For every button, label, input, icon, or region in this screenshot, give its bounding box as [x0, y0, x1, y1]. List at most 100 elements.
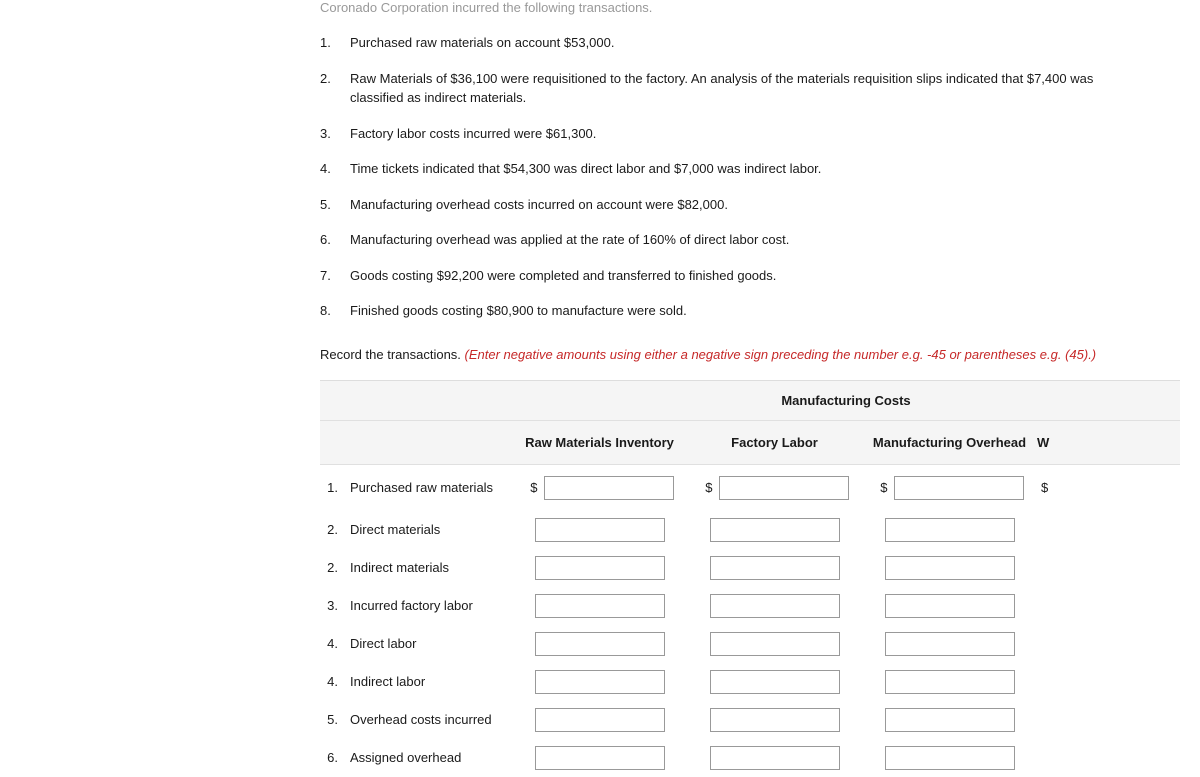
row-number: 1.	[320, 480, 342, 495]
amount-input-mfg-overhead[interactable]	[885, 708, 1015, 732]
group-header: Manufacturing Costs	[512, 381, 1180, 420]
row-label: Indirect labor	[342, 674, 512, 689]
transaction-number: 5.	[320, 195, 350, 215]
table-row: 2. Direct materials	[320, 511, 1180, 549]
instruction-hint: (Enter negative amounts using either a n…	[465, 347, 1097, 362]
amount-input-factory-labor[interactable]	[710, 708, 840, 732]
amount-input-raw-materials[interactable]	[535, 670, 665, 694]
row-number: 2.	[320, 522, 342, 537]
input-cell	[512, 746, 687, 770]
transactions-list: 1. Purchased raw materials on account $5…	[320, 33, 1180, 321]
row-label: Direct labor	[342, 636, 512, 651]
amount-input-raw-materials[interactable]	[535, 708, 665, 732]
transaction-item: 2. Raw Materials of $36,100 were requisi…	[320, 69, 1180, 108]
transaction-text: Goods costing $92,200 were completed and…	[350, 266, 1180, 286]
amount-input-raw-materials[interactable]	[535, 556, 665, 580]
input-cell	[512, 632, 687, 656]
amount-input-factory-labor[interactable]	[719, 476, 849, 500]
input-cell	[862, 518, 1037, 542]
transaction-text: Manufacturing overhead was applied at th…	[350, 230, 1180, 250]
col-header-mfg-overhead: Manufacturing Overhead	[862, 421, 1037, 464]
column-header-row: Raw Materials Inventory Factory Labor Ma…	[320, 421, 1180, 465]
input-cell	[687, 746, 862, 770]
amount-input-factory-labor[interactable]	[710, 556, 840, 580]
table-row: 1. Purchased raw materials $ $ $ $	[320, 465, 1180, 511]
worksheet-table: Manufacturing Costs Raw Materials Invent…	[320, 380, 1180, 777]
table-row: 4. Indirect labor	[320, 663, 1180, 701]
input-cell	[512, 594, 687, 618]
dollar-sign: $	[1037, 480, 1067, 495]
input-cell	[512, 670, 687, 694]
amount-input-raw-materials[interactable]	[544, 476, 674, 500]
transaction-text: Purchased raw materials on account $53,0…	[350, 33, 1180, 53]
transaction-item: 7. Goods costing $92,200 were completed …	[320, 266, 1180, 286]
intro-text: Coronado Corporation incurred the follow…	[320, 0, 1180, 15]
transaction-item: 8. Finished goods costing $80,900 to man…	[320, 301, 1180, 321]
dollar-sign: $	[876, 480, 890, 495]
input-cell: $	[687, 476, 862, 500]
amount-input-raw-materials[interactable]	[535, 632, 665, 656]
transaction-number: 4.	[320, 159, 350, 179]
transaction-item: 3. Factory labor costs incurred were $61…	[320, 124, 1180, 144]
amount-input-factory-labor[interactable]	[710, 594, 840, 618]
amount-input-mfg-overhead[interactable]	[885, 518, 1015, 542]
row-number: 3.	[320, 598, 342, 613]
col-header-extra: W	[1037, 421, 1067, 464]
amount-input-factory-labor[interactable]	[710, 670, 840, 694]
input-cell	[862, 632, 1037, 656]
row-label: Overhead costs incurred	[342, 712, 512, 727]
page-container: Coronado Corporation incurred the follow…	[0, 0, 1200, 777]
amount-input-factory-labor[interactable]	[710, 746, 840, 770]
amount-input-mfg-overhead[interactable]	[885, 556, 1015, 580]
input-cell	[687, 594, 862, 618]
amount-input-raw-materials[interactable]	[535, 594, 665, 618]
group-header-row: Manufacturing Costs	[320, 381, 1180, 421]
dollar-sign: $	[701, 480, 715, 495]
col-header-raw-materials: Raw Materials Inventory	[512, 421, 687, 464]
amount-input-mfg-overhead[interactable]	[885, 632, 1015, 656]
row-label: Incurred factory labor	[342, 598, 512, 613]
amount-input-raw-materials[interactable]	[535, 746, 665, 770]
transaction-item: 1. Purchased raw materials on account $5…	[320, 33, 1180, 53]
amount-input-mfg-overhead[interactable]	[885, 746, 1015, 770]
input-cell	[512, 518, 687, 542]
amount-input-factory-labor[interactable]	[710, 518, 840, 542]
table-row: 4. Direct labor	[320, 625, 1180, 663]
instruction-plain: Record the transactions.	[320, 347, 465, 362]
input-cell	[512, 708, 687, 732]
input-cell	[862, 670, 1037, 694]
input-cell	[687, 670, 862, 694]
input-cell	[862, 556, 1037, 580]
amount-input-raw-materials[interactable]	[535, 518, 665, 542]
input-cell	[862, 594, 1037, 618]
transaction-text: Manufacturing overhead costs incurred on…	[350, 195, 1180, 215]
col-header-factory-labor: Factory Labor	[687, 421, 862, 464]
amount-input-mfg-overhead[interactable]	[885, 670, 1015, 694]
input-cell	[687, 556, 862, 580]
row-number: 4.	[320, 674, 342, 689]
input-cell	[687, 518, 862, 542]
transaction-item: 6. Manufacturing overhead was applied at…	[320, 230, 1180, 250]
amount-input-mfg-overhead[interactable]	[894, 476, 1024, 500]
input-cell: $	[862, 476, 1037, 500]
table-row: 3. Incurred factory labor	[320, 587, 1180, 625]
input-cell	[862, 708, 1037, 732]
input-cell: $	[512, 476, 687, 500]
transaction-text: Time tickets indicated that $54,300 was …	[350, 159, 1180, 179]
transaction-number: 7.	[320, 266, 350, 286]
transaction-text: Factory labor costs incurred were $61,30…	[350, 124, 1180, 144]
row-label: Direct materials	[342, 522, 512, 537]
transaction-text: Finished goods costing $80,900 to manufa…	[350, 301, 1180, 321]
instruction-text: Record the transactions. (Enter negative…	[320, 347, 1180, 362]
row-label: Purchased raw materials	[342, 480, 512, 495]
row-number: 2.	[320, 560, 342, 575]
dollar-sign: $	[526, 480, 540, 495]
transaction-number: 1.	[320, 33, 350, 53]
transaction-text: Raw Materials of $36,100 were requisitio…	[350, 69, 1180, 108]
row-label: Assigned overhead	[342, 750, 512, 765]
transaction-number: 6.	[320, 230, 350, 250]
amount-input-mfg-overhead[interactable]	[885, 594, 1015, 618]
row-number: 5.	[320, 712, 342, 727]
transaction-item: 5. Manufacturing overhead costs incurred…	[320, 195, 1180, 215]
amount-input-factory-labor[interactable]	[710, 632, 840, 656]
